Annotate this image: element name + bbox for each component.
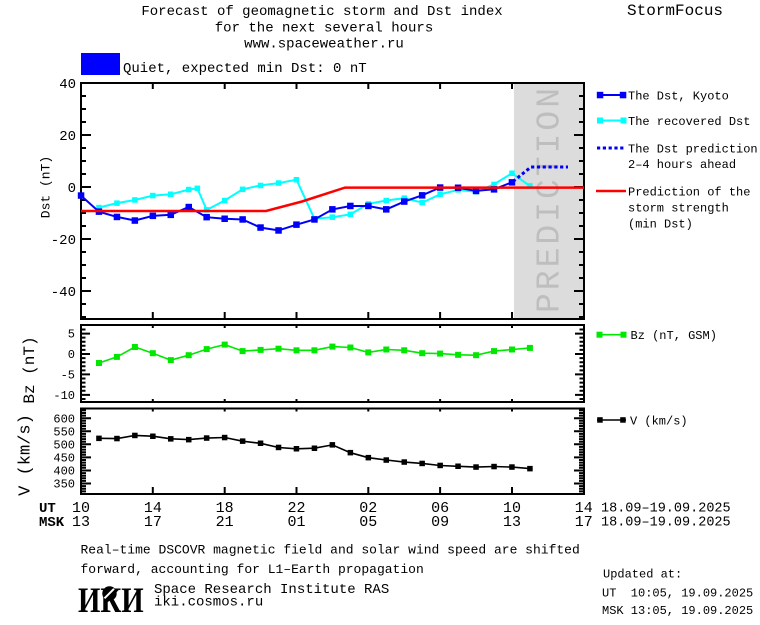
svg-text:0: 0 bbox=[68, 181, 76, 197]
svg-text:13: 13 bbox=[72, 514, 90, 531]
svg-text:storm strength: storm strength bbox=[628, 201, 729, 215]
svg-text:Real–time DSCOVR magnetic fiel: Real–time DSCOVR magnetic field and sola… bbox=[81, 542, 580, 557]
svg-text:450: 450 bbox=[53, 452, 75, 466]
svg-text:21: 21 bbox=[216, 514, 234, 531]
svg-text:350: 350 bbox=[53, 478, 75, 492]
svg-text:Dst (nT): Dst (nT) bbox=[39, 156, 54, 218]
svg-text:Updated at:: Updated at: bbox=[603, 567, 682, 581]
svg-text:V (km/s): V (km/s) bbox=[17, 414, 36, 496]
svg-text:02: 02 bbox=[359, 500, 377, 517]
svg-text:05: 05 bbox=[359, 514, 377, 531]
svg-text:20: 20 bbox=[59, 129, 76, 145]
svg-text:17: 17 bbox=[575, 514, 593, 531]
svg-text:Forecast of geomagnetic storm: Forecast of geomagnetic storm and Dst in… bbox=[141, 4, 502, 20]
svg-text:UT: UT bbox=[39, 501, 56, 517]
svg-text:06: 06 bbox=[431, 500, 449, 517]
svg-text:0: 0 bbox=[68, 348, 75, 362]
svg-text:V (km/s): V (km/s) bbox=[630, 414, 688, 428]
svg-text:18.09–19.09.2025: 18.09–19.09.2025 bbox=[601, 502, 731, 517]
svg-text:The recovered Dst: The recovered Dst bbox=[628, 115, 750, 129]
svg-text:14: 14 bbox=[144, 500, 162, 517]
svg-text:for the next several hours: for the next several hours bbox=[215, 20, 433, 36]
svg-text:Bz (nT): Bz (nT) bbox=[21, 336, 39, 403]
svg-text:550: 550 bbox=[53, 425, 75, 439]
svg-text:The Dst prediction: The Dst prediction bbox=[628, 142, 758, 156]
svg-text:-10: -10 bbox=[53, 389, 75, 403]
svg-text:(min Dst): (min Dst) bbox=[628, 217, 693, 231]
svg-text:UT 10:05, 19.09.2025: UT 10:05, 19.09.2025 bbox=[602, 586, 753, 600]
svg-text:-20: -20 bbox=[51, 233, 76, 249]
svg-text:500: 500 bbox=[53, 438, 75, 452]
svg-text:400: 400 bbox=[53, 465, 75, 479]
svg-text:17: 17 bbox=[144, 514, 162, 531]
svg-text:22: 22 bbox=[287, 500, 305, 517]
svg-text:18: 18 bbox=[216, 500, 234, 517]
svg-text:forward, accounting for L1–Ear: forward, accounting for L1–Earth propaga… bbox=[81, 562, 424, 577]
svg-text:MSK: MSK bbox=[39, 515, 65, 531]
svg-text:-5: -5 bbox=[61, 369, 75, 383]
svg-text:600: 600 bbox=[53, 412, 75, 426]
svg-text:Space Research Institute RAS: Space Research Institute RAS bbox=[154, 582, 389, 598]
svg-text:40: 40 bbox=[59, 77, 76, 93]
svg-text:Quiet, expected min Dst: 0 nT: Quiet, expected min Dst: 0 nT bbox=[123, 61, 367, 77]
svg-text:-40: -40 bbox=[51, 285, 76, 301]
svg-text:StormFocus: StormFocus bbox=[627, 2, 723, 20]
svg-text:13: 13 bbox=[503, 514, 521, 531]
svg-text:PREDICTION: PREDICTION bbox=[532, 85, 569, 313]
svg-text:09: 09 bbox=[431, 514, 449, 531]
svg-text:Bz (nT, GSM): Bz (nT, GSM) bbox=[631, 329, 717, 343]
svg-text:14: 14 bbox=[575, 500, 593, 517]
svg-text:10: 10 bbox=[72, 500, 90, 517]
svg-text:18.09–19.09.2025: 18.09–19.09.2025 bbox=[601, 516, 731, 531]
svg-text:www.spaceweather.ru: www.spaceweather.ru bbox=[244, 36, 404, 52]
svg-text:2–4 hours ahead: 2–4 hours ahead bbox=[628, 158, 736, 172]
svg-text:5: 5 bbox=[68, 328, 75, 342]
svg-text:MSK 13:05, 19.09.2025: MSK 13:05, 19.09.2025 bbox=[602, 604, 753, 618]
svg-text:Prediction of the: Prediction of the bbox=[628, 185, 750, 199]
svg-text:iki.cosmos.ru: iki.cosmos.ru bbox=[154, 595, 263, 611]
svg-text:The Dst, Kyoto: The Dst, Kyoto bbox=[628, 89, 729, 103]
svg-text:10: 10 bbox=[503, 500, 521, 517]
svg-text:01: 01 bbox=[287, 514, 305, 531]
